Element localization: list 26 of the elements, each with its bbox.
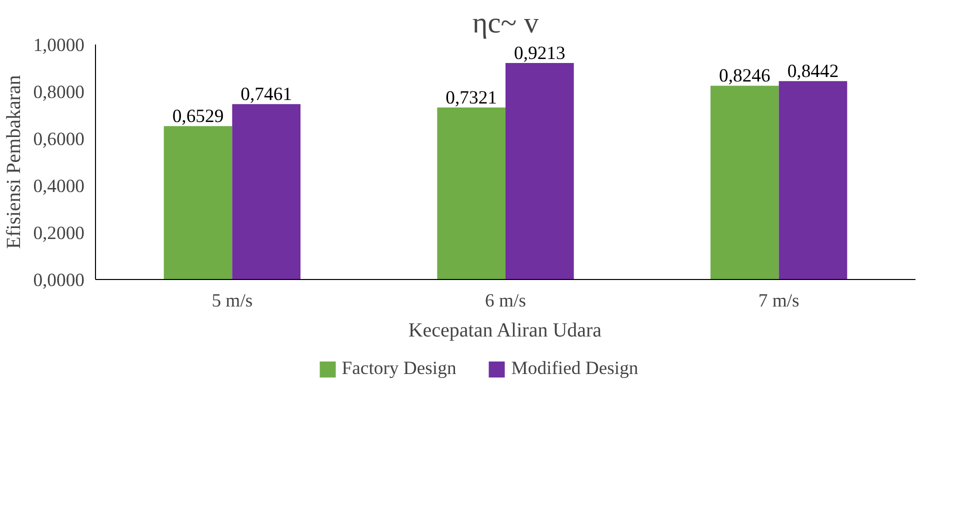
y-axis-title: Efisiensi Pembakaran — [3, 75, 26, 249]
data-label: 0,9213 — [514, 42, 566, 64]
data-label: 0,8442 — [787, 61, 839, 82]
legend-label: Modified Design — [511, 358, 638, 380]
data-label: 0,7321 — [446, 87, 497, 108]
bar — [710, 86, 779, 280]
data-label: 0,6529 — [172, 106, 224, 128]
x-tick-label: 6 m/s — [485, 290, 526, 312]
bar — [437, 107, 506, 280]
y-tick-label: 1,0000 — [33, 35, 85, 56]
y-tick-label: 0,6000 — [33, 129, 85, 150]
data-label: 0,7461 — [240, 84, 292, 106]
bar — [164, 126, 232, 280]
data-label: 0,8246 — [719, 66, 770, 87]
x-tick-label: 5 m/s — [212, 290, 253, 312]
bar — [232, 104, 300, 280]
bar — [506, 62, 574, 280]
x-tick-label: 7 m/s — [758, 290, 800, 312]
y-tick-label: 0,4000 — [33, 176, 85, 197]
bar — [778, 81, 848, 280]
chart-title: ηc~ v — [472, 8, 539, 40]
y-tick-label: 0,0000 — [33, 270, 85, 291]
y-tick-label: 0,8000 — [33, 82, 85, 103]
y-tick-label: 0,2000 — [33, 223, 85, 244]
x-axis-title: Kecepatan Aliran Udara — [408, 320, 602, 342]
legend-label: Factory Design — [342, 358, 456, 380]
